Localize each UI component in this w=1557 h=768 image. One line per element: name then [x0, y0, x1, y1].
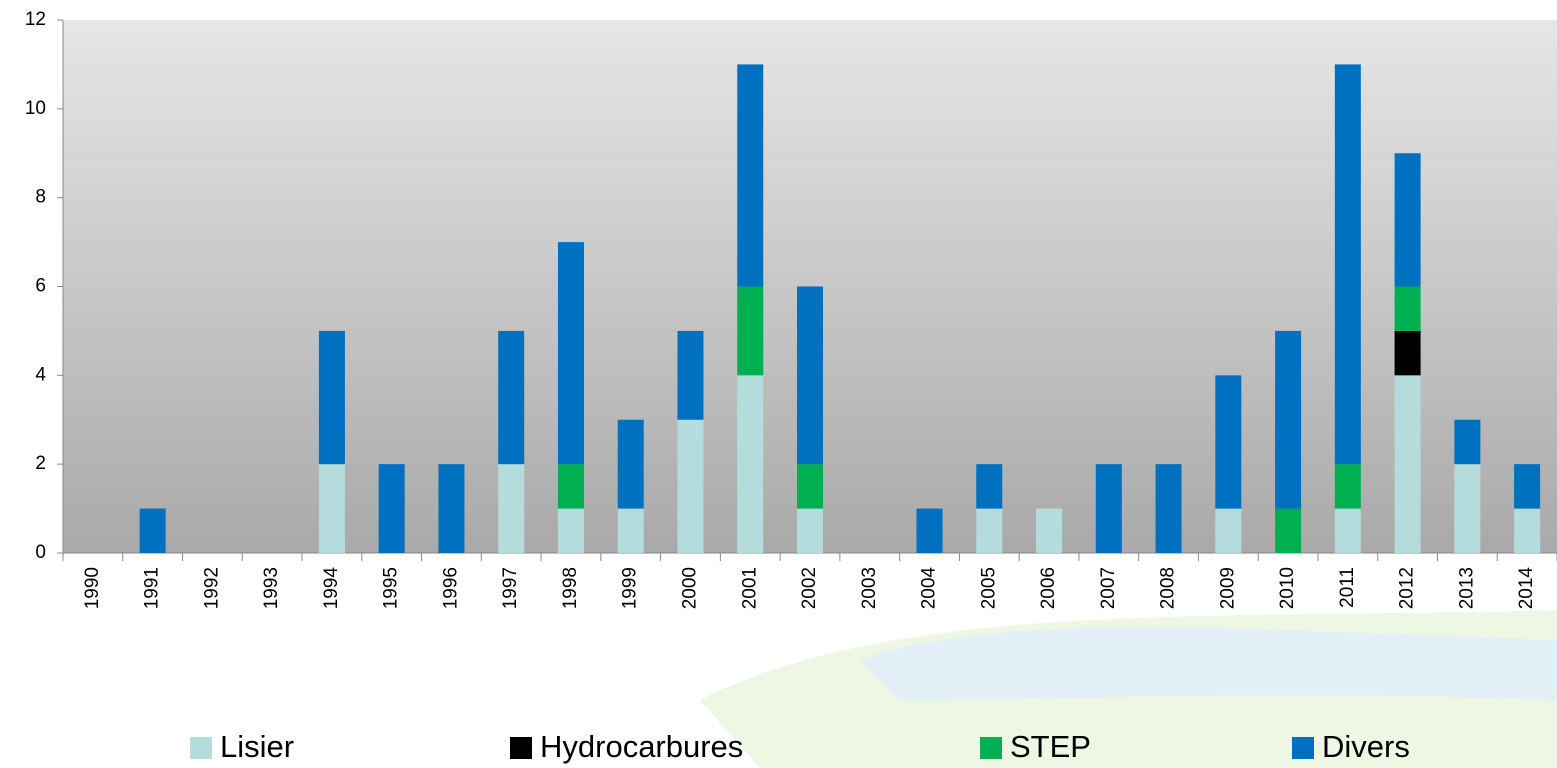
bar-segment	[737, 286, 764, 376]
bar-segment	[1334, 64, 1361, 465]
bar-segment	[677, 330, 704, 420]
x-tick-label: 1996	[440, 567, 461, 609]
y-tick-label: 4	[35, 364, 46, 385]
legend: Lisier Hydrocarbures STEP Divers	[190, 729, 1410, 764]
legend-swatch	[190, 737, 212, 759]
x-tick-label: 2005	[978, 567, 999, 609]
legend-label: Divers	[1322, 729, 1410, 764]
y-tick-label: 6	[35, 276, 46, 297]
x-tick-label: 2013	[1456, 567, 1477, 609]
x-tick-label: 1997	[500, 567, 521, 609]
y-tick-label: 2	[35, 453, 46, 474]
x-tick-label: 2007	[1098, 567, 1119, 609]
x-tick-label: 2009	[1217, 567, 1238, 609]
bar-segment	[1275, 508, 1302, 553]
bar-segment	[1394, 330, 1421, 376]
bar-segment	[139, 508, 166, 553]
bar-segment	[498, 464, 525, 553]
x-tick-label: 1992	[201, 567, 222, 609]
legend-label: Hydrocarbures	[540, 729, 743, 764]
y-tick-label: 10	[25, 98, 46, 119]
bar-segment	[797, 286, 823, 465]
x-tick-label: 1998	[560, 567, 581, 609]
bar-segment	[557, 508, 584, 553]
bar-segment	[1394, 286, 1421, 331]
bar-segment	[1514, 508, 1541, 553]
bar-segment	[1334, 508, 1361, 553]
bar-segment	[438, 464, 465, 553]
bar-segment	[1454, 419, 1481, 465]
bar-segment	[498, 330, 525, 465]
bar-segment	[557, 242, 584, 465]
bar-segment	[797, 464, 823, 509]
bar-segment	[677, 419, 704, 553]
x-tick-label: 1993	[261, 567, 282, 609]
x-tick-label: 2008	[1158, 567, 1179, 609]
x-tick-label: 2011	[1337, 567, 1358, 608]
x-tick-label: 2010	[1277, 567, 1298, 609]
x-tick-label: 1995	[381, 567, 402, 609]
legend-swatch	[1292, 737, 1314, 759]
x-tick-label: 1994	[321, 567, 342, 610]
bar-segment	[797, 508, 823, 553]
bar-segment	[378, 464, 405, 553]
bar-segment	[318, 330, 345, 465]
x-tick-label: 2003	[859, 567, 880, 609]
y-tick-label: 0	[35, 542, 46, 563]
bar-segment	[318, 464, 345, 553]
y-tick-label: 12	[25, 9, 46, 30]
bar-segment	[976, 464, 1003, 509]
bar-segment	[1514, 464, 1541, 509]
legend-swatch	[510, 737, 532, 759]
x-tick-label: 2001	[739, 567, 760, 609]
bar-segment	[1215, 508, 1242, 553]
bar-segment	[916, 508, 943, 553]
y-tick-label: 8	[35, 187, 46, 208]
bar-segment	[976, 508, 1003, 553]
legend-label: STEP	[1010, 729, 1091, 764]
bar-segment	[1454, 464, 1481, 553]
background-decoration	[860, 627, 1557, 700]
bar-segment	[1036, 508, 1063, 553]
x-tick-label: 1991	[142, 567, 163, 609]
x-tick-label: 2014	[1516, 567, 1537, 610]
x-tick-label: 2004	[919, 567, 940, 610]
legend-swatch	[980, 737, 1002, 759]
x-tick-label: 2006	[1038, 567, 1059, 609]
bar-segment	[1394, 153, 1421, 287]
bar-segment	[1155, 464, 1182, 553]
x-tick-label: 1999	[620, 567, 641, 609]
bar-segment	[617, 419, 644, 509]
x-tick-label: 1990	[82, 567, 103, 609]
legend-label: Lisier	[220, 729, 294, 764]
bar-segment	[1275, 330, 1302, 509]
x-tick-label: 2002	[799, 567, 820, 609]
bar-segment	[737, 375, 764, 553]
bar-segment	[1394, 375, 1421, 553]
x-tick-label: 2012	[1397, 567, 1418, 609]
bar-segment	[1095, 464, 1122, 553]
x-tick-label: 2000	[679, 567, 700, 609]
bar-segment	[737, 64, 764, 287]
bar-segment	[617, 508, 644, 553]
bar-segment	[1215, 375, 1242, 509]
bar-segment	[1334, 464, 1361, 509]
bar-segment	[557, 464, 584, 509]
